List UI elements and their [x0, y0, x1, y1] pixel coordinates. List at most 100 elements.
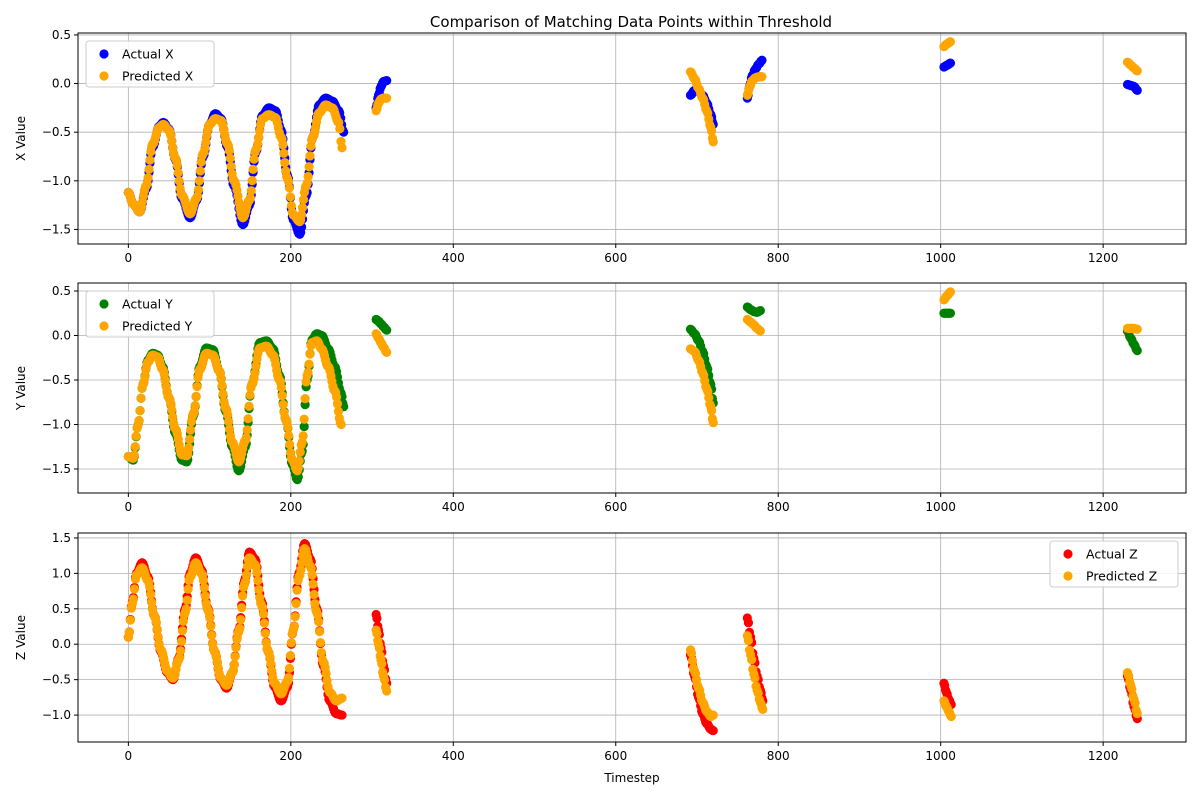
data-point — [125, 615, 135, 625]
data-point — [305, 151, 315, 161]
axes-frame — [77, 532, 1187, 743]
data-point — [336, 419, 346, 430]
data-point — [279, 148, 289, 158]
data-point — [254, 584, 264, 595]
data-point — [337, 693, 347, 703]
data-point — [708, 726, 718, 736]
data-point — [687, 655, 698, 666]
data-point — [707, 126, 717, 136]
y-tick-label: −1.0 — [42, 174, 71, 188]
data-point — [245, 193, 255, 203]
data-point — [945, 58, 956, 68]
y-tick-label: −0.5 — [42, 673, 71, 687]
legend-marker — [1063, 549, 1073, 559]
x-tick-label: 1000 — [925, 251, 956, 265]
y-tick-label: −0.5 — [42, 373, 71, 387]
data-point — [185, 425, 196, 435]
data-point — [382, 347, 392, 358]
data-point — [193, 185, 204, 195]
data-point — [129, 450, 139, 460]
axes-frame — [77, 282, 1187, 494]
legend-label: Predicted X — [122, 69, 194, 84]
data-point — [246, 186, 256, 196]
data-point — [313, 610, 323, 620]
data-point — [243, 414, 253, 424]
y-tick-label: 0.0 — [52, 637, 71, 651]
data-point — [278, 140, 288, 150]
data-point — [130, 442, 140, 452]
data-point — [280, 158, 290, 168]
data-point — [184, 443, 194, 453]
series-actual-x — [123, 55, 1142, 239]
chart-title: Comparison of Matching Data Points withi… — [430, 13, 832, 31]
data-point — [284, 183, 295, 193]
data-point — [758, 704, 768, 715]
data-point — [224, 146, 234, 156]
y-tick-label: 1.5 — [52, 531, 71, 545]
data-point — [285, 650, 296, 661]
data-point — [316, 648, 327, 658]
legend-label: Predicted Y — [122, 319, 193, 334]
data-point — [314, 617, 324, 627]
data-point — [331, 392, 342, 402]
data-point — [129, 584, 140, 594]
data-point — [303, 367, 313, 377]
data-point — [241, 570, 252, 580]
data-point — [172, 160, 182, 170]
data-point — [258, 609, 269, 619]
data-point — [283, 673, 294, 683]
data-point — [237, 603, 247, 613]
data-point — [945, 287, 956, 297]
data-point — [181, 604, 191, 614]
y-tick-label: −1.0 — [42, 417, 71, 431]
x-tick-label: 400 — [442, 251, 465, 265]
data-point — [235, 623, 245, 633]
data-point — [757, 72, 767, 82]
data-point — [224, 424, 235, 434]
x-tick-label: 600 — [604, 749, 627, 763]
legend: Actual X Predicted X — [85, 40, 215, 88]
legend-marker — [1063, 571, 1073, 581]
x-tick-label: 800 — [767, 749, 790, 763]
data-point — [945, 37, 956, 47]
data-point — [260, 628, 270, 639]
data-point — [134, 416, 144, 426]
data-point — [291, 598, 301, 609]
data-point — [309, 589, 319, 600]
data-point — [206, 621, 216, 631]
axes-frame — [77, 32, 1187, 245]
data-point — [757, 55, 767, 65]
data-point — [194, 176, 204, 186]
y-tick-label: −0.5 — [42, 125, 71, 139]
data-point — [241, 433, 251, 443]
y-axis-label: Z Value — [14, 615, 28, 660]
data-point — [251, 361, 261, 371]
data-point — [143, 173, 153, 183]
data-point — [755, 326, 765, 336]
legend-label: Actual X — [122, 47, 174, 62]
series-actual-z — [123, 539, 1142, 736]
data-point — [750, 673, 760, 683]
x-tick-label: 1000 — [925, 749, 956, 763]
data-point — [136, 393, 146, 403]
y-tick-label: −1.0 — [42, 708, 71, 722]
data-point — [230, 652, 240, 662]
data-point — [245, 390, 255, 400]
data-point — [321, 669, 331, 679]
y-value-panel: 0 200 400 600 800 1000 1200 −1.5 −1.0 −0.5 0.0 0.5 Y… — [14, 282, 1187, 514]
legend-marker — [99, 49, 109, 59]
data-point — [374, 643, 384, 653]
data-point — [250, 368, 260, 378]
data-point — [144, 164, 154, 175]
legend-marker — [99, 321, 109, 331]
data-point — [284, 663, 295, 673]
series-predicted-x — [123, 37, 1142, 227]
data-point — [151, 617, 161, 627]
data-point — [708, 137, 718, 147]
x-tick-label: 1000 — [925, 500, 956, 514]
data-point — [707, 406, 717, 416]
data-point — [253, 575, 263, 586]
data-point — [191, 391, 201, 402]
data-point — [226, 161, 236, 172]
data-point — [190, 400, 200, 411]
